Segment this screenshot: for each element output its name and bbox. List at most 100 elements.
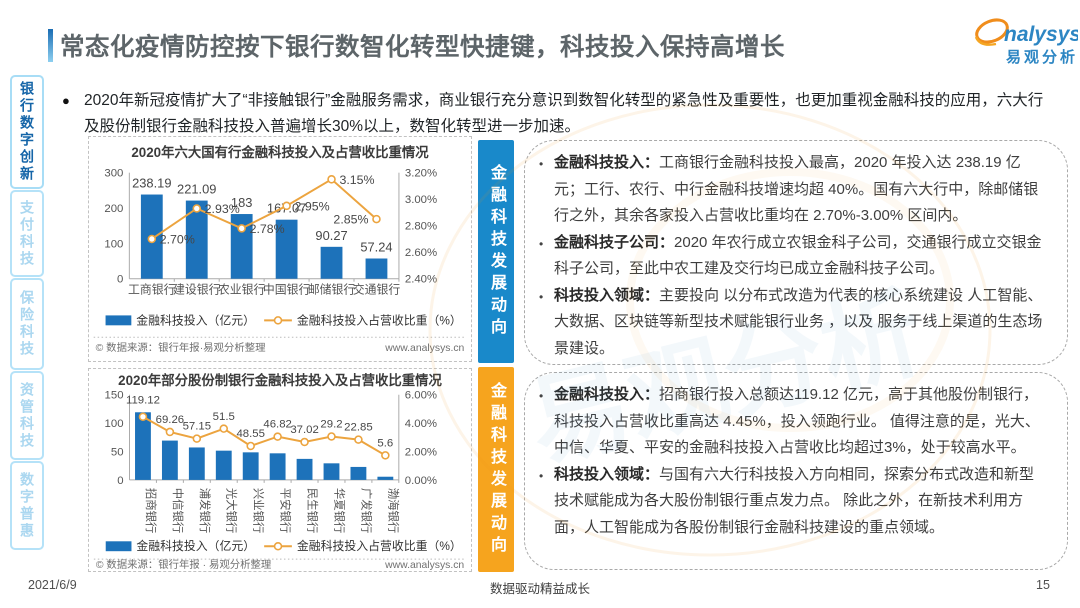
sidebar-item-digital-inclusion[interactable]: 数字普惠 xyxy=(10,461,44,550)
line-marker xyxy=(327,175,336,184)
left-axis-tick: 100 xyxy=(105,418,124,430)
bullet-icon: • xyxy=(539,289,544,304)
right-axis-tick: 2.00% xyxy=(405,446,437,458)
bar-3 xyxy=(215,450,232,480)
analysys-logo-swirl-icon xyxy=(974,18,1009,46)
line-marker xyxy=(372,214,381,224)
panel-bullet: • 金融科技投入：招商银行投入总额达119.12 亿元，高于其他股份制银行，科技… xyxy=(539,382,1047,462)
ribbon-fintech-trend-blue: 金融科技发展动向 xyxy=(478,140,514,363)
line-value-label: 2.70% xyxy=(160,232,195,246)
panel-bullet: • 金融科技投入：工商银行金融科技投入最高，2020 年投入达 238.19 亿… xyxy=(539,150,1047,230)
chart-source: © 数据来源：银行年报 · 易观分析整理 xyxy=(96,558,272,571)
legend-bar-label: 金融科技投入（亿元） xyxy=(136,539,255,553)
panel-joint-stock-banks-analysis: • 金融科技投入：招商银行投入总额达119.12 亿元，高于其他股份制银行，科技… xyxy=(524,372,1068,570)
chart-canvas-1: 2020年部分股份制银行金融科技投入及占营收比重情况 150 100 50 0 6.00%… xyxy=(93,372,467,571)
left-axis-tick: 50 xyxy=(111,446,124,458)
line-series xyxy=(151,178,378,240)
line-series xyxy=(142,415,386,457)
sidebar-item-insurance-tech[interactable]: 保险科技 xyxy=(10,278,44,370)
bar-value-label: 69.26 xyxy=(156,414,184,426)
bar-5 xyxy=(269,453,286,480)
x-axis-label: 中国银行 xyxy=(263,283,311,297)
x-axis-label: 兴业银行 xyxy=(252,488,266,534)
chart-card-state-banks: 2020年六大国有行金融科技投入及占营收比重情况 300 200 100 0 3.20% 3… xyxy=(88,136,472,362)
bar-value-label: 37.02 xyxy=(290,424,318,436)
left-axis-tick: 300 xyxy=(104,168,123,180)
chart-card-joint-stock-banks: 2020年部分股份制银行金融科技投入及占营收比重情况 150 100 50 0 6.00%… xyxy=(88,368,472,572)
bar-1 xyxy=(161,440,178,480)
bullet-lead: 科技投入领域： xyxy=(554,286,660,304)
left-axis-tick: 200 xyxy=(104,203,123,215)
line-marker xyxy=(165,427,175,437)
intro-paragraph: ● 2020年新冠疫情扩大了“非接触银行”金融服务需求，商业银行充分意识到数智化… xyxy=(62,88,1052,140)
bullet-text: 2020 年农行成立农银金科子公司，交通银行成立交银金科子公司，至此中农工建及交… xyxy=(554,233,1042,278)
bar-3 xyxy=(275,219,298,279)
bullet-icon: ● xyxy=(62,93,70,108)
ribbon-label: 金融科技发展动向 xyxy=(488,381,505,558)
legend-line-marker-icon xyxy=(273,316,283,325)
line-value-label: 2.95% xyxy=(295,199,330,213)
sidebar-item-bank-digital-innovation[interactable]: 银行数字创新 xyxy=(10,75,44,189)
sidebar-item-payment-tech[interactable]: 支付科技 xyxy=(10,190,44,277)
line-value-label: 3.15% xyxy=(339,173,374,187)
bullet-icon: • xyxy=(539,236,544,251)
sidebar-item-label: 支付科技 xyxy=(19,199,35,268)
right-axis-tick: 2.80% xyxy=(405,221,437,233)
sidebar-item-label: 资管科技 xyxy=(19,381,35,450)
x-axis-label: 浦发银行 xyxy=(198,488,212,533)
x-axis-label: 光大银行 xyxy=(225,488,239,534)
bar-5 xyxy=(365,258,388,279)
x-axis-label: 中信银行 xyxy=(171,488,185,534)
left-axis-tick: 0 xyxy=(117,274,123,286)
line-marker xyxy=(246,441,255,451)
right-axis-tick: 6.00% xyxy=(405,390,437,402)
legend-bar-swatch-icon xyxy=(105,541,132,552)
chart-canvas-0: 2020年六大国有行金融科技投入及占营收比重情况 300 200 100 0 3.20% 3… xyxy=(93,144,467,354)
chart-title: 2020年部分股份制银行金融科技投入及占营收比重情况 xyxy=(118,372,442,388)
panel-bullet: • 金融科技子公司：2020 年农行成立农银金科子公司，交通银行成立交银金科子公… xyxy=(539,230,1047,283)
chart-source-url: www.analysys.cn xyxy=(384,343,464,354)
line-marker xyxy=(192,434,202,443)
bar-value-label: 29.2 xyxy=(320,419,342,431)
bar-8 xyxy=(350,466,367,480)
line-value-label: 2.85% xyxy=(333,213,368,227)
bullet-text: 招商银行投入总额达119.12 亿元，高于其他股份制银行，科技投入占营收比重高达… xyxy=(554,386,1040,456)
right-axis-tick: 4.00% xyxy=(405,418,437,430)
logo-brand-cn-text: 易观分析 xyxy=(1006,48,1078,66)
sidebar-item-label: 银行数字创新 xyxy=(19,81,35,183)
bar-value-label: 46.82 xyxy=(263,419,291,431)
bar-value-label: 90.27 xyxy=(315,228,347,243)
line-marker xyxy=(381,451,390,460)
bullet-text: 与国有六大行科技投入方向相同，探索分布式改造和新型技术赋能成为各大股份制银行重点… xyxy=(554,465,1035,536)
x-axis-label: 平安银行 xyxy=(279,488,293,534)
bar-value-label: 22.85 xyxy=(344,422,372,434)
line-marker xyxy=(219,424,229,433)
x-axis-label: 广发银行 xyxy=(359,488,373,534)
line-marker xyxy=(192,204,202,213)
bar-value-label: 51.5 xyxy=(213,411,235,423)
line-marker xyxy=(147,234,157,244)
bullet-lead: 金融科技投入： xyxy=(554,154,660,171)
sidebar-item-asset-mgmt-tech[interactable]: 资管科技 xyxy=(10,371,44,460)
x-axis-label: 华夏银行 xyxy=(332,488,346,533)
line-marker xyxy=(282,201,291,211)
x-axis-label: 建设银行 xyxy=(173,283,221,297)
chart-title: 2020年六大国有行金融科技投入及占营收比重情况 xyxy=(131,144,429,160)
logo-brand-text: nalysys xyxy=(1004,23,1078,46)
bullet-text: 主要投向 以分布式改造为代表的核心系统建设 人工智能、大数据、区块链等新型技术赋… xyxy=(554,286,1043,357)
x-axis-label: 渤海银行 xyxy=(386,488,400,534)
right-axis-tick: 2.60% xyxy=(405,247,437,259)
bullet-text: 工商银行金融科技投入最高，2020 年投入达 238.19 亿元；工行、农行、中… xyxy=(554,154,1039,224)
left-axis-tick: 0 xyxy=(117,475,123,487)
right-axis-tick: 0.00% xyxy=(405,475,437,487)
legend-line-label: 金融科技投入占营收比重（%） xyxy=(297,539,462,553)
bar-value-label: 119.12 xyxy=(126,394,160,406)
bar-4 xyxy=(242,452,259,480)
bullet-icon: • xyxy=(539,389,544,403)
x-axis-label: 农业银行 xyxy=(218,283,266,297)
sidebar-item-label: 保险科技 xyxy=(19,290,35,358)
sidebar-item-label: 数字普惠 xyxy=(19,471,35,540)
bar-4 xyxy=(320,246,343,279)
bar-value-label: 57.15 xyxy=(183,421,211,433)
footer-date: 2021/6/9 xyxy=(28,578,77,592)
